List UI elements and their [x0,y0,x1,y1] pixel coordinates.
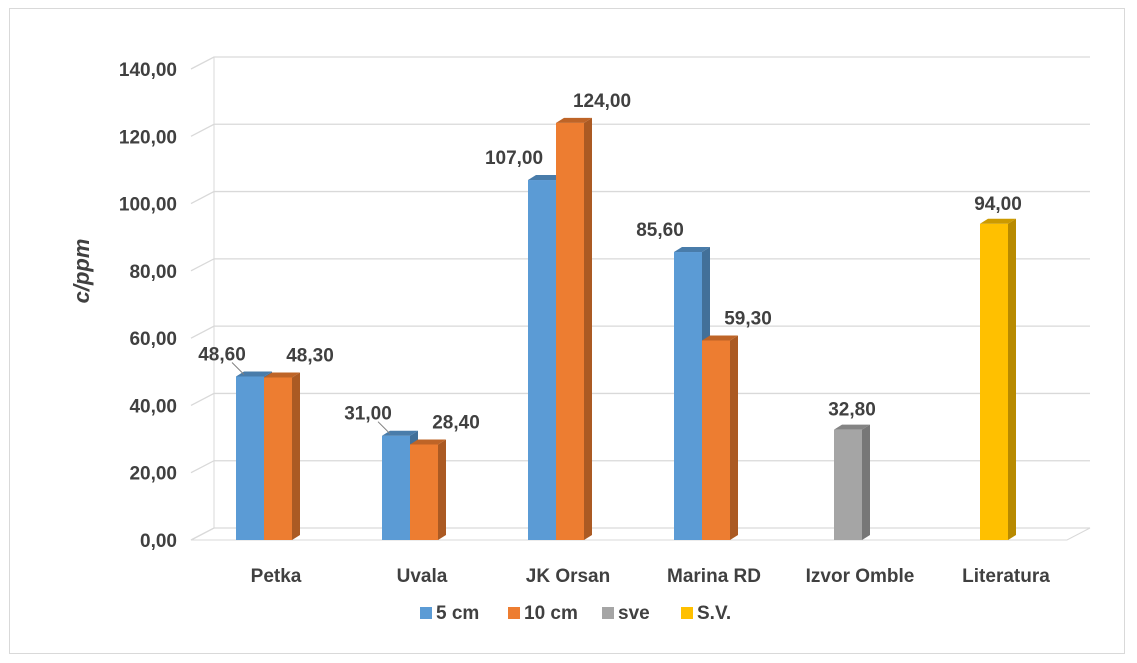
bar-top [980,218,1016,224]
gridline [190,190,1090,205]
legend-label: S.V. [697,603,731,624]
legend-label: 10 cm [524,603,578,624]
legend: 5 cm 10 cm sve S.V. [420,603,731,624]
gridline [190,460,1090,474]
bar-top [834,424,870,430]
legend-item: 5 cm [420,603,479,624]
category-label: Izvor Omble [806,566,915,587]
leader-line [377,421,391,435]
legend-item: sve [602,603,650,624]
y-tick-label: 20,00 [129,464,177,485]
bar-chart: 0,00 20,00 40,00 60,00 80,00 100,00 120,00 140,… [69,56,1091,624]
bar-top [410,439,446,445]
bar-side [292,372,300,540]
data-label: 48,60 [198,344,246,365]
bar-front [834,429,862,540]
gridline [190,123,1090,137]
leader-line [231,362,245,375]
legend-item: 10 cm [508,603,578,624]
bar-top [236,371,272,377]
bar-front [556,122,584,540]
gridline [190,325,1090,339]
bar-10-cm-jk-orsan [556,117,592,540]
legend-swatch [602,607,614,619]
bar-top [528,175,564,181]
data-label: 59,30 [724,308,772,329]
chart-walls [190,57,1091,541]
bar-side [730,335,738,540]
y-tick-label: 140,00 [119,60,177,81]
bar-side [438,439,446,540]
legend-item: S.V. [681,603,731,624]
category-label: Uvala [397,566,448,587]
y-tick-label: 40,00 [129,396,177,417]
data-label: 124,00 [573,91,631,112]
data-label: 28,40 [432,412,480,433]
bar-front [264,377,292,540]
bar-front [674,252,702,540]
legend-swatch [681,607,693,619]
y-tick-label: 120,00 [119,127,177,148]
bar-front [236,376,264,540]
chart-frame: 0,00 20,00 40,00 60,00 80,00 100,00 120,00 140,… [9,8,1125,654]
data-label: 32,80 [828,400,876,421]
bar-top [674,247,710,253]
legend-swatch [420,607,432,619]
bar-10-cm-uvala [410,439,446,540]
bar-side [584,117,592,540]
category-label: Marina RD [667,566,761,587]
bar-front [980,223,1008,540]
bar-top [556,117,592,123]
bars [236,117,1016,540]
bar-front [528,180,556,540]
y-axis-title: c/ppm [69,239,94,304]
gridline [190,56,1090,70]
bar-top [382,430,418,436]
y-tick-label: 0,00 [140,531,177,552]
bar-s-v--literatura [980,218,1016,540]
bar-top [702,335,738,341]
legend-swatch [508,607,520,619]
bar-10-cm-petka [264,372,300,540]
legend-label: 5 cm [436,603,479,624]
data-label: 48,30 [286,346,334,367]
category-label: JK Orsan [526,566,610,587]
bar-front [382,435,410,540]
category-label: Literatura [962,566,1050,587]
y-tick-label: 60,00 [129,329,177,350]
data-labels: 48,60 48,30 31,00 28,40 107,00 124,00 85,60 59,… [198,91,1022,435]
gridline [190,392,1090,407]
category-label: Petka [251,566,302,587]
gridlines [190,56,1090,541]
y-axis-ticks: 0,00 20,00 40,00 60,00 80,00 100,00 120,00 140,… [119,60,177,552]
bar-side [1008,218,1016,540]
gridline [190,527,1090,541]
data-label: 85,60 [636,220,684,241]
y-tick-label: 80,00 [129,262,177,283]
data-label: 107,00 [485,148,543,169]
gridline [190,258,1090,272]
y-tick-label: 100,00 [119,195,177,216]
bar-side [862,424,870,540]
x-axis-categories: Petka Uvala JK Orsan Marina RD Izvor Omble Li… [251,566,1051,587]
bar-front [702,340,730,540]
bar-front [410,444,438,540]
data-label: 94,00 [974,194,1022,215]
bar-10-cm-marina-rd [702,335,738,540]
bar-sve-izvor-omble [834,424,870,540]
bar-top [264,372,300,378]
chart-floor [190,527,1091,541]
legend-label: sve [618,603,650,624]
data-label: 31,00 [344,404,392,425]
